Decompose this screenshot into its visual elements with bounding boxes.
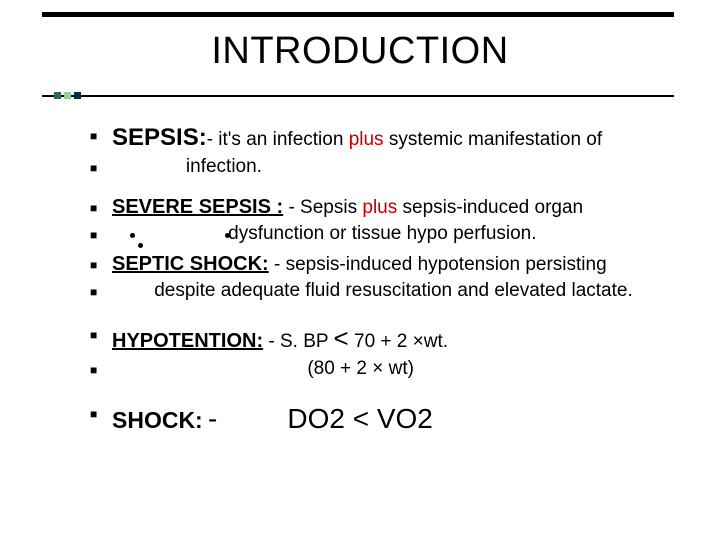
term-hypotension: HYPOTENTION: bbox=[112, 330, 263, 352]
slide-title: INTRODUCTION bbox=[0, 30, 720, 73]
bullet-icon: ■ bbox=[90, 154, 112, 176]
line-3: ■ SEVERE SEPSIS : - Sepsis plus sepsis-i… bbox=[90, 194, 680, 221]
bullet-icon: ■ bbox=[90, 321, 112, 343]
text: (80 + 2 × wt) bbox=[112, 358, 414, 379]
text-plus: plus bbox=[362, 197, 397, 218]
divider-line bbox=[42, 95, 674, 97]
bullet-icon: ■ bbox=[90, 278, 112, 300]
term-shock: SHOCK: bbox=[112, 407, 203, 433]
bullet-icon: ■ bbox=[90, 251, 112, 273]
text: sepsis-induced organ bbox=[397, 197, 583, 218]
line-9: ■ SHOCK: - DO2 < VO2 bbox=[90, 400, 680, 438]
slide: INTRODUCTION ■ SEPSIS:- it's an infectio… bbox=[0, 0, 720, 540]
top-rule bbox=[42, 12, 674, 17]
text-lt: < bbox=[334, 323, 349, 353]
text-plus: plus bbox=[349, 129, 384, 150]
line-2: ■ infection. bbox=[90, 154, 680, 180]
text: despite adequate fluid resuscitation and… bbox=[112, 280, 633, 301]
line-6: ■ despite adequate fluid resuscitation a… bbox=[90, 278, 680, 304]
text: 2 < VO bbox=[329, 403, 417, 434]
term-sepsis: SEPSIS: bbox=[112, 124, 207, 151]
text: 2 bbox=[417, 403, 433, 434]
line-1: ■ SEPSIS:- it's an infection plus system… bbox=[90, 122, 680, 154]
bullet-icon: ■ bbox=[90, 356, 112, 378]
text: - Sepsis bbox=[288, 197, 362, 218]
text: - DO bbox=[208, 403, 329, 434]
divider-square-1 bbox=[54, 92, 61, 99]
text: 70 + 2 ×wt. bbox=[349, 331, 448, 352]
text: - sepsis-induced hypotension persisting bbox=[274, 254, 607, 275]
text: - S. BP bbox=[268, 331, 333, 352]
bullet-icon: ■ bbox=[90, 221, 112, 243]
term-septic-shock: SEPTIC SHOCK: bbox=[112, 253, 269, 275]
line-7: ■ HYPOTENTION: - S. BP < 70 + 2 ×wt. bbox=[90, 321, 680, 356]
content: ■ SEPSIS:- it's an infection plus system… bbox=[90, 122, 680, 438]
text: infection. bbox=[112, 156, 262, 177]
bullet-icon: ■ bbox=[90, 122, 112, 144]
line-4: ■ dysfunction or tissue hypo perfusion. bbox=[90, 221, 680, 247]
text: systemic manifestation of bbox=[384, 129, 603, 150]
bullet-icon: ■ bbox=[90, 194, 112, 216]
term-severe-sepsis: SEVERE SEPSIS : bbox=[112, 196, 283, 218]
divider-square-2 bbox=[64, 92, 71, 99]
text: - it's an infection bbox=[207, 129, 349, 150]
line-5: ■ SEPTIC SHOCK: - sepsis-induced hypoten… bbox=[90, 251, 680, 278]
bullet-icon: ■ bbox=[90, 400, 112, 422]
text: dysfunction or tissue hypo perfusion. bbox=[112, 223, 537, 244]
line-8: ■ (80 + 2 × wt) bbox=[90, 356, 680, 382]
divider-square-3 bbox=[74, 92, 81, 99]
